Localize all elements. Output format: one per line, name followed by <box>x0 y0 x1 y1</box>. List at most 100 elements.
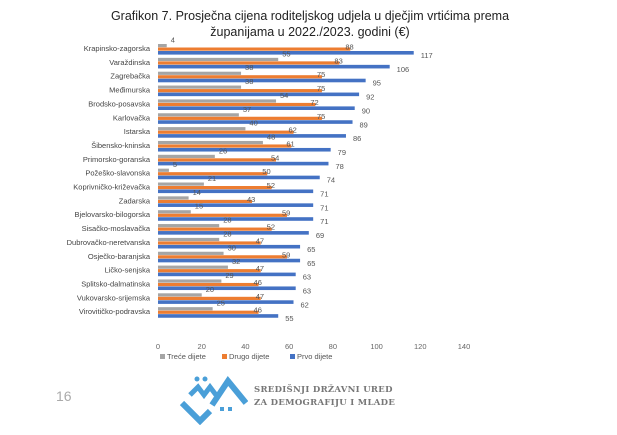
bar-drugo-dijete <box>158 282 259 287</box>
data-label: 14 <box>193 188 201 197</box>
data-label: 40 <box>249 119 257 128</box>
data-label: 47 <box>256 264 264 273</box>
bar-prvo-dijete <box>158 314 279 318</box>
legend-label: Treće dijete <box>167 352 206 361</box>
bar-drugo-dijete <box>158 199 252 204</box>
data-label: 15 <box>195 202 203 211</box>
data-label: 46 <box>254 306 262 315</box>
category-label: Virovitičko-podravska <box>79 307 151 316</box>
category-label: Zagrebačka <box>110 72 150 81</box>
category-label: Ličko-senjska <box>105 266 151 275</box>
bar-treće-dijete <box>158 113 239 117</box>
category-label: Varaždinska <box>109 58 151 67</box>
bar-drugo-dijete <box>158 310 259 314</box>
chart-title-line1: Grafikon 7. Prosječna cijena roditeljsko… <box>110 9 510 23</box>
data-label: 75 <box>317 84 325 93</box>
bar-drugo-dijete <box>158 296 261 300</box>
data-label: 92 <box>366 93 374 102</box>
data-label: 52 <box>267 181 275 190</box>
bar-prvo-dijete <box>158 161 329 166</box>
data-label: 30 <box>228 243 236 252</box>
x-tick-label: 100 <box>370 342 383 351</box>
data-label: 89 <box>360 120 368 129</box>
data-label: 55 <box>282 49 290 58</box>
category-label: Osječko-baranjska <box>88 252 151 261</box>
data-label: 29 <box>225 271 233 280</box>
bar-treće-dijete <box>158 127 246 131</box>
bar-prvo-dijete <box>158 244 301 249</box>
bar-prvo-dijete <box>158 189 314 194</box>
category-label: Zadarska <box>119 196 151 205</box>
data-label: 21 <box>208 174 216 183</box>
data-label: 83 <box>334 56 342 65</box>
legend-swatch <box>290 354 295 359</box>
x-tick-label: 20 <box>198 342 206 351</box>
bar-prvo-dijete <box>158 92 360 97</box>
data-label: 26 <box>219 146 227 155</box>
bar-drugo-dijete <box>158 269 261 273</box>
bar-drugo-dijete <box>158 255 287 259</box>
data-label: 48 <box>267 132 275 141</box>
bar-prvo-dijete <box>158 203 314 207</box>
bar-treće-dijete <box>158 57 279 62</box>
data-label: 61 <box>286 139 294 148</box>
data-label: 69 <box>316 231 324 240</box>
logo-text-line2: ZA DEMOGRAFIJU I MLADE <box>254 398 396 408</box>
bar-treće-dijete <box>158 85 242 89</box>
bar-prvo-dijete <box>158 147 331 152</box>
data-label: 63 <box>303 273 311 282</box>
category-label: Sisačko-moslavačka <box>82 224 151 233</box>
bar-prvo-dijete <box>158 64 390 69</box>
data-label: 59 <box>282 250 290 259</box>
bar-drugo-dijete <box>158 116 322 120</box>
x-tick-label: 120 <box>414 342 427 351</box>
bar-prvo-dijete <box>158 272 296 277</box>
data-label: 72 <box>310 98 318 107</box>
data-label: 25 <box>217 299 225 308</box>
data-label: 71 <box>320 190 328 199</box>
data-label: 71 <box>320 203 328 212</box>
data-label: 63 <box>303 286 311 295</box>
bar-drugo-dijete <box>158 213 287 217</box>
category-label: Šibensko-kninska <box>91 141 151 150</box>
data-label: 4 <box>171 36 175 45</box>
data-label: 86 <box>353 134 361 143</box>
bar-prvo-dijete <box>158 78 366 83</box>
bar-treće-dijete <box>158 154 215 158</box>
bar-prvo-dijete <box>158 300 294 304</box>
bar-treće-dijete <box>158 182 204 186</box>
x-tick-label: 0 <box>156 342 160 351</box>
data-label: 43 <box>247 195 255 204</box>
bar-drugo-dijete <box>158 144 292 148</box>
data-label: 47 <box>256 292 264 301</box>
bar-prvo-dijete <box>158 134 346 138</box>
data-label: 95 <box>373 79 381 88</box>
data-label: 52 <box>267 223 275 232</box>
data-label: 38 <box>245 77 253 86</box>
bar-treće-dijete <box>158 210 191 214</box>
bar-drugo-dijete <box>158 102 316 107</box>
legend-swatch <box>160 354 165 359</box>
data-label: 75 <box>317 112 325 121</box>
logo-icon <box>179 375 248 425</box>
data-label: 88 <box>345 43 353 52</box>
bar-drugo-dijete <box>158 130 294 134</box>
data-label: 38 <box>245 63 253 72</box>
data-label: 75 <box>317 70 325 79</box>
data-label: 62 <box>289 126 297 135</box>
data-label: 50 <box>262 167 270 176</box>
page-number: 16 <box>56 388 72 404</box>
bar-drugo-dijete <box>158 89 322 93</box>
data-label: 55 <box>285 314 293 323</box>
data-label: 65 <box>307 259 315 268</box>
bar-prvo-dijete <box>158 106 355 110</box>
x-tick-label: 60 <box>285 342 293 351</box>
bar-drugo-dijete <box>158 75 322 79</box>
bar-drugo-dijete <box>158 61 340 65</box>
category-label: Dubrovačko-neretvanska <box>67 238 151 247</box>
data-label: 74 <box>327 176 335 185</box>
category-label: Vukovarsko-srijemska <box>77 293 151 302</box>
data-label: 71 <box>320 217 328 226</box>
data-label: 106 <box>397 65 410 74</box>
bar-drugo-dijete <box>158 227 272 231</box>
